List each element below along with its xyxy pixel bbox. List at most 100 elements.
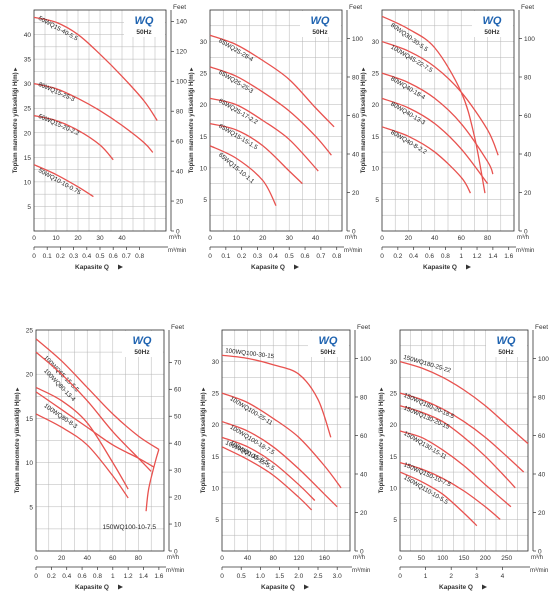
flow-min-tick-label: 2 xyxy=(449,573,453,580)
flow-min-tick-label: 0.3 xyxy=(253,253,262,260)
flow-min-tick-label: 1 xyxy=(424,573,428,580)
brand-badge: WQ 50Hz xyxy=(122,331,163,357)
x-axis-title-text: Kapasite Q xyxy=(439,584,473,591)
flow-min-tick-label: 0.6 xyxy=(425,253,434,260)
series-line-3 xyxy=(381,72,494,175)
y-axis-title: Toplam manometre yüksekliği H(m) ▸ xyxy=(361,67,367,174)
brand-background xyxy=(122,331,163,357)
flow-min-tick-label: 0.8 xyxy=(93,573,102,580)
x-tick-label: 0 xyxy=(34,555,38,562)
series-line-4 xyxy=(381,97,489,185)
y-tick-label: 10 xyxy=(390,485,398,492)
flow-min-tick-label: 0.7 xyxy=(122,253,131,260)
x-tick-label: 40 xyxy=(312,235,320,242)
feet-tick-label: 120 xyxy=(176,49,187,56)
brand-logo-text: WQ xyxy=(135,15,154,27)
flow-min-tick-label: 0.4 xyxy=(409,253,418,260)
brand-badge: WQ 50Hz xyxy=(124,11,165,37)
series-line-3 xyxy=(33,114,114,161)
x-axis-arrow-icon xyxy=(118,584,123,590)
x-axis-title: Kapasite Q xyxy=(75,264,123,271)
x-tick-label: 10 xyxy=(233,235,241,242)
series-line-6 xyxy=(145,449,160,512)
feet-axis-title: Feet xyxy=(521,4,534,11)
flow-min-tick-label: 0 xyxy=(32,253,36,260)
series-label: 50WQ15-20-2.2 xyxy=(37,113,81,138)
feet-tick-label: 80 xyxy=(538,394,546,401)
x-axis-arrow-icon xyxy=(482,584,487,590)
x-axis-arrow-icon xyxy=(294,264,299,270)
chart-panel-5: 5 10 15 20 25 30 0 20 40 60 80 100 Feet 0 40 80 120 160 m³… xyxy=(201,324,371,591)
flow-min-tick-label: 0.2 xyxy=(47,573,56,580)
flow-min-tick-label: 2.0 xyxy=(294,573,303,580)
series-line-2 xyxy=(399,392,525,473)
y-tick-label: 10 xyxy=(24,179,32,186)
flow-min-tick-label: 0.4 xyxy=(269,253,278,260)
y-tick-label: 20 xyxy=(390,422,398,429)
flow-min-tick-label: 1.2 xyxy=(473,253,482,260)
y-tick-label: 5 xyxy=(203,197,207,204)
x-tick-label: 20 xyxy=(405,235,413,242)
series-line-6 xyxy=(399,471,478,527)
grid xyxy=(35,329,165,552)
x-tick-label: 150 xyxy=(459,555,470,562)
series-line-4 xyxy=(33,164,94,198)
x-tick-label: 0 xyxy=(220,555,224,562)
y-axis-title: Toplam manometre yüksekliği H(m) ▸ xyxy=(379,387,385,494)
series-line-2 xyxy=(35,351,152,472)
flow-min-tick-label: 1 xyxy=(459,253,463,260)
flow-min-tick-label: 0.8 xyxy=(441,253,450,260)
frequency-label: 50Hz xyxy=(312,29,328,36)
plot-frame xyxy=(381,9,515,232)
flow-min-tick-label: 0 xyxy=(208,253,212,260)
flow-min-tick-label: 0.6 xyxy=(301,253,310,260)
flow-min-tick-label: 0.1 xyxy=(221,253,230,260)
y-tick-label: 15 xyxy=(24,155,32,162)
brand-logo-text: WQ xyxy=(497,335,516,347)
flow-min-tick-label: 0.2 xyxy=(237,253,246,260)
feet-tick-label: 20 xyxy=(538,510,546,517)
flow-min-tick-label: 0 xyxy=(34,573,38,580)
x-tick-label: 40 xyxy=(84,555,92,562)
series-line-3 xyxy=(221,420,338,508)
flow-min-tick-label: 1.6 xyxy=(504,253,513,260)
y-tick-label: 10 xyxy=(26,460,34,467)
series-line-5 xyxy=(399,461,501,520)
y-tick-label: 10 xyxy=(212,485,220,492)
feet-tick-label: 100 xyxy=(176,79,187,86)
feet-tick-label: 60 xyxy=(360,433,368,440)
feet-tick-label: 140 xyxy=(176,19,187,26)
flow-min-unit-label: m³/min xyxy=(530,568,548,574)
y-tick-label: 40 xyxy=(24,32,32,39)
flow-min-tick-label: 0.1 xyxy=(43,253,52,260)
feet-axis-title: Feet xyxy=(171,324,184,331)
flow-min-tick-label: 4 xyxy=(501,573,505,580)
x-tick-label: 50 xyxy=(418,555,426,562)
flow-min-tick-label: 0.3 xyxy=(69,253,78,260)
x-tick-label: 80 xyxy=(135,555,143,562)
y-tick-label: 20 xyxy=(372,102,380,109)
x-tick-label: 20 xyxy=(74,235,82,242)
brand-background xyxy=(472,11,513,37)
x-unit-label: m³/h xyxy=(169,235,181,241)
series-line-2 xyxy=(33,83,154,153)
feet-tick-label: 70 xyxy=(174,360,182,367)
x-tick-label: 200 xyxy=(480,555,491,562)
x-axis-arrow-icon xyxy=(304,584,309,590)
frequency-label: 50Hz xyxy=(320,349,336,356)
x-tick-label: 250 xyxy=(501,555,512,562)
y-axis-title: Toplam manometre yüksekliği H(m) ▸ xyxy=(201,387,207,494)
feet-tick-label: 60 xyxy=(174,387,182,394)
flow-min-tick-label: 1.6 xyxy=(154,573,163,580)
series-line-5 xyxy=(221,446,313,511)
y-tick-label: 20 xyxy=(24,130,32,137)
flow-min-tick-label: 1.4 xyxy=(139,573,148,580)
frequency-label: 50Hz xyxy=(498,349,514,356)
series-label: 80WQ15-25-3 xyxy=(37,81,76,103)
feet-tick-label: 10 xyxy=(174,521,182,528)
y-tick-label: 25 xyxy=(200,71,208,78)
feet-tick-label: 20 xyxy=(524,190,532,197)
x-unit-label: m³/h xyxy=(531,555,543,561)
y-axis-title: Toplam manometre yüksekliği H(m) ▸ xyxy=(13,67,19,174)
